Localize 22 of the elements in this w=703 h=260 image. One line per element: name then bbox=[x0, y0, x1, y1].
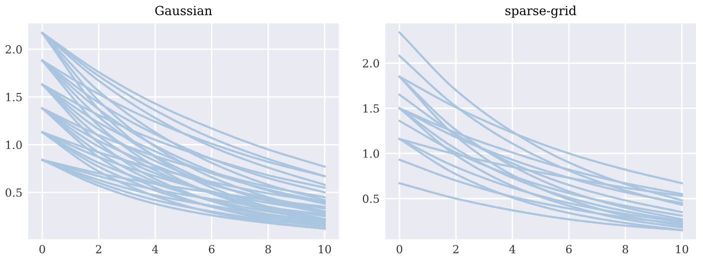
chart-title: sparse-grid bbox=[505, 6, 576, 18]
y-tick-label: 1.5 bbox=[6, 92, 22, 102]
x-tick-label: 4 bbox=[509, 244, 516, 254]
y-tick-label: 2.0 bbox=[362, 59, 380, 68]
x-tick-label: 2 bbox=[453, 244, 458, 254]
chart-title: Gaussian bbox=[155, 6, 212, 16]
y-tick-label: 0.5 bbox=[362, 194, 379, 203]
x-tick-label: 8 bbox=[622, 244, 628, 254]
x-tick-label: 6 bbox=[208, 244, 215, 254]
y-tick-label: 1.0 bbox=[363, 149, 380, 158]
x-tick-label: 8 bbox=[265, 244, 271, 254]
x-tick-label: 0 bbox=[39, 244, 46, 254]
x-tick-label: 10 bbox=[318, 244, 331, 254]
y-tick-label: 0.5 bbox=[6, 188, 22, 197]
x-tick-label: 6 bbox=[566, 244, 572, 254]
x-tick-label: 0 bbox=[396, 244, 402, 254]
y-tick-label: 2.0 bbox=[6, 45, 22, 54]
x-tick-label: 10 bbox=[676, 244, 688, 254]
x-tick-label: 2 bbox=[96, 244, 102, 254]
x-tick-label: 4 bbox=[152, 244, 158, 254]
y-tick-label: 1.5 bbox=[363, 104, 379, 113]
y-tick-label: 1.0 bbox=[6, 140, 22, 150]
